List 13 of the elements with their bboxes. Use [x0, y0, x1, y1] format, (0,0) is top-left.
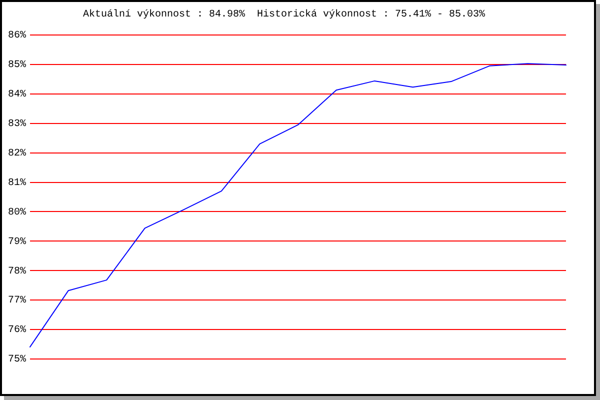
- y-tick-label: 77%: [8, 296, 26, 307]
- y-tick-label: 79%: [8, 236, 26, 248]
- y-tick-label: 85%: [8, 60, 26, 72]
- y-tick-label: 86%: [8, 30, 26, 42]
- y-tick-label: 83%: [8, 119, 26, 130]
- y-tick-label: 82%: [8, 148, 26, 160]
- chart-title: Aktuální výkonnost : 84.98% Historická výkonnost : 75.41% - 85.03%: [82, 8, 486, 21]
- y-tick-label: 84%: [8, 90, 26, 101]
- y-tick-label: 75%: [8, 354, 26, 366]
- y-tick-label: 81%: [8, 178, 26, 189]
- y-tick-label: 78%: [8, 266, 26, 278]
- y-tick-label: 76%: [8, 325, 26, 336]
- y-tick-label: 80%: [8, 207, 26, 218]
